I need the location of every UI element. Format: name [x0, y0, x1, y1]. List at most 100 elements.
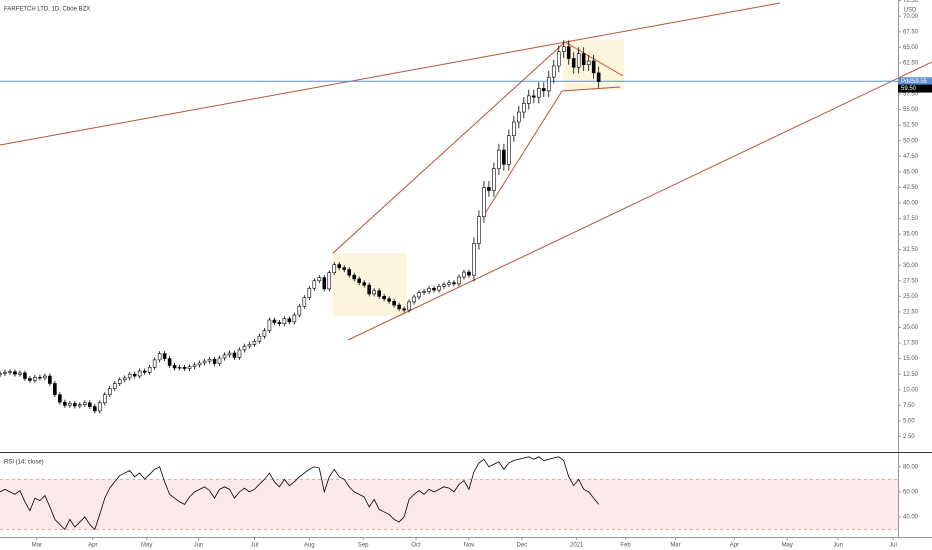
candle-body — [157, 353, 162, 361]
candle-body — [327, 272, 332, 290]
candle-body — [18, 372, 22, 375]
candle-body — [92, 406, 97, 412]
rsi-tick-label: 40.00 — [903, 515, 919, 521]
candle-body — [197, 362, 202, 366]
candle-body — [422, 291, 426, 293]
candle-body — [43, 375, 47, 379]
candle-body — [497, 149, 501, 170]
candle-body — [417, 292, 421, 298]
y-tick-label: 55.00 — [903, 107, 919, 113]
candle-body — [187, 366, 192, 369]
x-tick-label: Mar — [670, 543, 680, 549]
price-line-name: Pdd — [901, 79, 912, 85]
candle-body — [337, 264, 342, 269]
candles — [0, 40, 601, 414]
candle-body — [556, 51, 561, 67]
candle-body — [546, 76, 551, 92]
y-tick-label: 72.50 — [903, 0, 919, 4]
candle-body — [372, 290, 376, 295]
candle-body — [13, 371, 17, 375]
candle-body — [227, 352, 232, 356]
x-tick-label: Jun — [194, 543, 204, 549]
y-tick-label: 47.50 — [903, 154, 919, 160]
last-price-box — [898, 84, 932, 93]
candle-body — [107, 388, 112, 396]
y-tick-label: 50.00 — [903, 138, 919, 144]
candle-body — [507, 135, 511, 165]
y-tick-label: 40.00 — [903, 201, 919, 207]
candle-body — [127, 373, 132, 379]
candle-body — [566, 46, 571, 59]
candle-body — [407, 301, 411, 311]
candle-body — [487, 187, 491, 191]
x-tick-label: Apr — [730, 543, 739, 549]
trend-line — [561, 86, 621, 92]
candle-body — [472, 243, 476, 276]
candle-body — [237, 349, 242, 358]
candle-body — [207, 358, 212, 362]
candle-body — [362, 282, 366, 286]
candle-body — [232, 352, 237, 358]
y-tick-label: 22.50 — [903, 309, 919, 315]
candle-body — [122, 377, 127, 381]
candle-body — [532, 95, 536, 98]
y-tick-label: 2.50 — [903, 434, 915, 440]
candle-body — [0, 373, 2, 376]
candle-body — [282, 318, 287, 325]
candle-body — [23, 372, 27, 379]
candle-body — [502, 149, 506, 165]
candle-body — [457, 276, 461, 285]
candle-body — [78, 404, 82, 407]
candle-body — [412, 296, 416, 303]
candle-body — [117, 379, 122, 384]
candle-body — [402, 308, 406, 311]
y-tick-label: 20.00 — [903, 325, 919, 331]
x-tick-label: Feb — [620, 543, 631, 549]
candle-body — [467, 271, 471, 276]
candle-body — [247, 343, 252, 347]
candle-body — [172, 365, 177, 369]
y-tick-label: 30.00 — [903, 263, 919, 269]
y-tick-label: 62.50 — [903, 60, 919, 66]
y-tick-label: 57.50 — [903, 92, 919, 98]
y-tick-label: 45.00 — [903, 169, 919, 175]
x-tick-label: Apr — [88, 543, 97, 549]
chart-title: FARFETCH LTD, 1D, Cboe BZX — [4, 7, 90, 13]
candle-body — [352, 274, 357, 280]
candle-body — [192, 364, 197, 368]
candle-body — [387, 298, 391, 302]
x-tick-label: Jun — [833, 543, 843, 549]
y-tick-label: 67.50 — [903, 29, 919, 35]
x-tick-label: Nov — [464, 543, 475, 549]
candle-body — [571, 58, 576, 68]
candle-body — [112, 383, 117, 389]
candle-body — [452, 282, 456, 285]
y-tick-label: 65.00 — [903, 45, 919, 51]
candle-body — [262, 330, 267, 337]
candle-body — [28, 378, 32, 381]
candle-body — [512, 121, 516, 137]
candle-body — [202, 360, 207, 364]
candle-body — [551, 65, 556, 78]
candle-body — [48, 375, 52, 384]
candle-body — [242, 345, 247, 351]
candle-body — [252, 340, 257, 345]
candle-body — [536, 88, 541, 98]
candle-body — [8, 371, 12, 373]
candle-body — [88, 402, 92, 407]
candle-body — [97, 402, 102, 412]
candle-body — [63, 401, 67, 406]
y-tick-label: 12.50 — [903, 372, 919, 378]
candle-body — [147, 367, 152, 373]
y-tick-label: 42.50 — [903, 185, 919, 191]
candle-body — [591, 60, 596, 74]
candle-body — [272, 319, 277, 323]
y-tick-label: 17.50 — [903, 341, 919, 347]
candle-body — [292, 314, 297, 323]
candle-body — [212, 358, 217, 364]
highlight-zone — [333, 253, 407, 316]
last-price-label: 59.50 — [901, 86, 917, 92]
candle-body — [257, 335, 262, 342]
price-line-value: 59.55 — [912, 79, 928, 85]
